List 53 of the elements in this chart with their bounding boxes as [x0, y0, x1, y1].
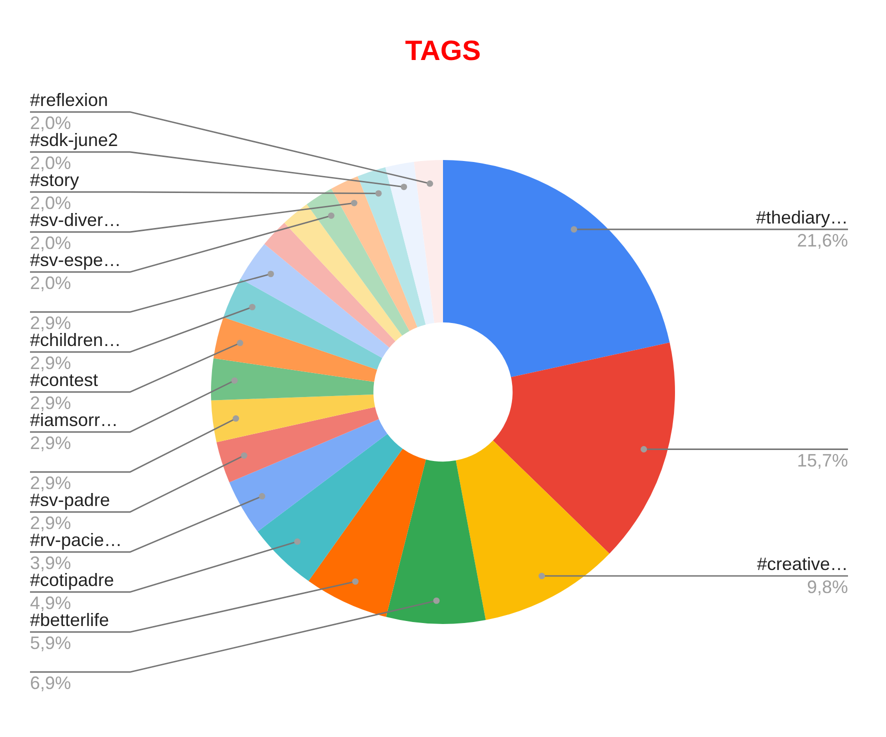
- donut-slice: [258, 434, 403, 582]
- slice-label: #reflexion: [30, 90, 108, 110]
- donut-slice: [385, 162, 434, 325]
- slice-label: #thediary…: [756, 207, 848, 228]
- slice-label: #cotipadre: [30, 570, 114, 590]
- donut-slice: [240, 244, 390, 358]
- data-label: 2,0%: [30, 153, 72, 173]
- slice-label: #creative…: [756, 554, 848, 574]
- slice-label: #sv-padre: [30, 490, 110, 510]
- slice-label: #rv-pacie…: [30, 530, 122, 550]
- data-label: 2,0%: [30, 113, 72, 133]
- donut-slice: [213, 317, 378, 382]
- data-label: 2,9%: [30, 353, 72, 373]
- donut-slice: [264, 222, 396, 348]
- data-label: 2,9%: [30, 513, 72, 533]
- donut-slice: [306, 188, 410, 336]
- donut-slice: [358, 167, 426, 328]
- data-label: 2,9%: [30, 473, 72, 493]
- donut-slice: [443, 160, 670, 378]
- data-label: 2,9%: [30, 313, 72, 333]
- donut-slice: [223, 278, 382, 370]
- data-label: 2,0%: [30, 233, 72, 253]
- donut-slice: [414, 160, 443, 323]
- donut-slice: [308, 448, 426, 617]
- donut-slice: [331, 176, 418, 331]
- donut-slice: [386, 459, 486, 624]
- slice-label: #sdk-june2: [30, 130, 118, 150]
- donut-slice: [216, 407, 379, 482]
- donut-slice: [492, 342, 675, 554]
- data-label: 3,9%: [30, 553, 72, 573]
- slice-label: #betterlife: [30, 610, 110, 630]
- slice-label: #story: [30, 170, 80, 190]
- chart-title: TAGS: [405, 35, 481, 66]
- donut-slice: [284, 204, 402, 342]
- data-label: 2,9%: [30, 433, 72, 453]
- donut-slice: [456, 440, 610, 620]
- data-label: 5,9%: [30, 633, 72, 653]
- data-label: 2,0%: [30, 273, 72, 293]
- donut-slice: [211, 358, 374, 400]
- data-label: 2,0%: [30, 193, 72, 213]
- slice-label: #children…: [30, 330, 122, 350]
- slice-label: #sv-diver…: [30, 210, 122, 230]
- slice-label: #iamsorr…: [30, 410, 118, 430]
- data-label: 2,9%: [30, 393, 72, 413]
- data-label: 4,9%: [30, 593, 72, 613]
- donut-slice: [211, 394, 376, 442]
- slice-label: #sv-espe…: [30, 250, 122, 270]
- data-label: 21,6%: [796, 230, 848, 250]
- slice-label: #contest: [30, 370, 98, 390]
- data-label: 6,9%: [30, 673, 72, 693]
- data-label: 15,7%: [796, 450, 848, 470]
- donut-slice: [229, 419, 388, 532]
- data-label: 9,8%: [806, 576, 848, 597]
